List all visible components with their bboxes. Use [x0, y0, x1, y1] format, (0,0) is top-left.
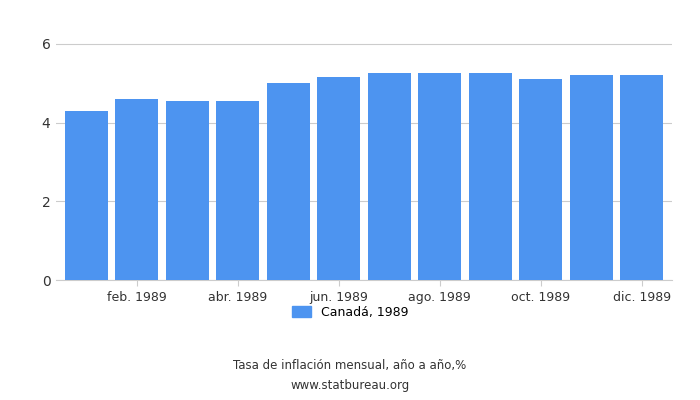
Text: www.statbureau.org: www.statbureau.org	[290, 380, 410, 392]
Bar	[116, 99, 158, 280]
Bar	[570, 75, 612, 280]
Bar	[317, 77, 360, 280]
Bar	[469, 73, 512, 280]
Bar	[620, 75, 663, 280]
Bar	[519, 79, 562, 280]
Legend: Canadá, 1989: Canadá, 1989	[287, 301, 413, 324]
Bar	[419, 73, 461, 280]
Bar	[166, 101, 209, 280]
Bar	[267, 83, 309, 280]
Bar	[368, 73, 411, 280]
Text: Tasa de inflación mensual, año a año,%: Tasa de inflación mensual, año a año,%	[233, 360, 467, 372]
Bar	[216, 101, 259, 280]
Bar	[65, 111, 108, 280]
